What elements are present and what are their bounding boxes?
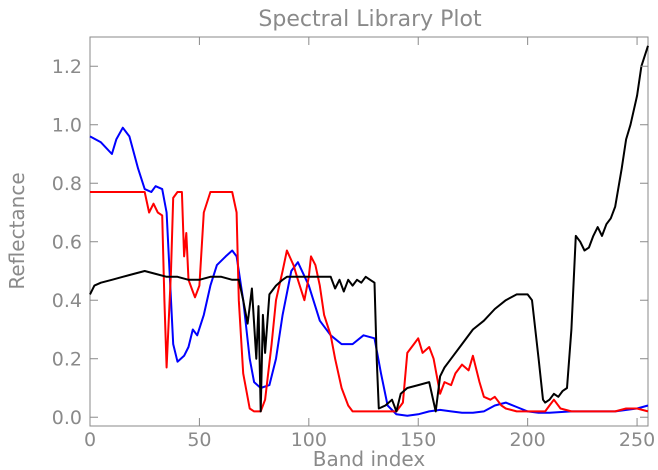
y-tick-label: 1.0 [52,115,82,137]
y-tick-label: 0.2 [52,349,82,371]
x-tick-label: 0 [84,429,96,451]
series-line-black [89,45,649,413]
x-tick-label: 150 [400,429,436,451]
y-tick-label: 1.2 [52,56,82,78]
plot-area [89,36,649,427]
y-tick-label: 0.4 [52,290,82,312]
y-axis-label: Reflectance [5,172,29,289]
x-tick-label: 200 [510,429,546,451]
chart-title: Spectral Library Plot [258,7,482,32]
x-axis: 0 50 100 150 200 250 [84,37,655,451]
y-tick-label: 0.8 [52,173,82,195]
x-tick-label: 50 [187,429,211,451]
y-axis: 0.0 0.2 0.4 0.6 0.8 1.0 1.2 [52,56,648,429]
series-line-red [90,191,649,413]
plot-frame [89,36,649,427]
x-tick-label: 100 [291,429,327,451]
series-line-blue [89,126,649,417]
x-tick-label: 250 [619,429,655,451]
y-tick-label: 0.0 [52,407,82,429]
x-axis-label: Band index [313,447,426,470]
y-tick-label: 0.6 [52,232,82,254]
series-layer [89,45,649,417]
